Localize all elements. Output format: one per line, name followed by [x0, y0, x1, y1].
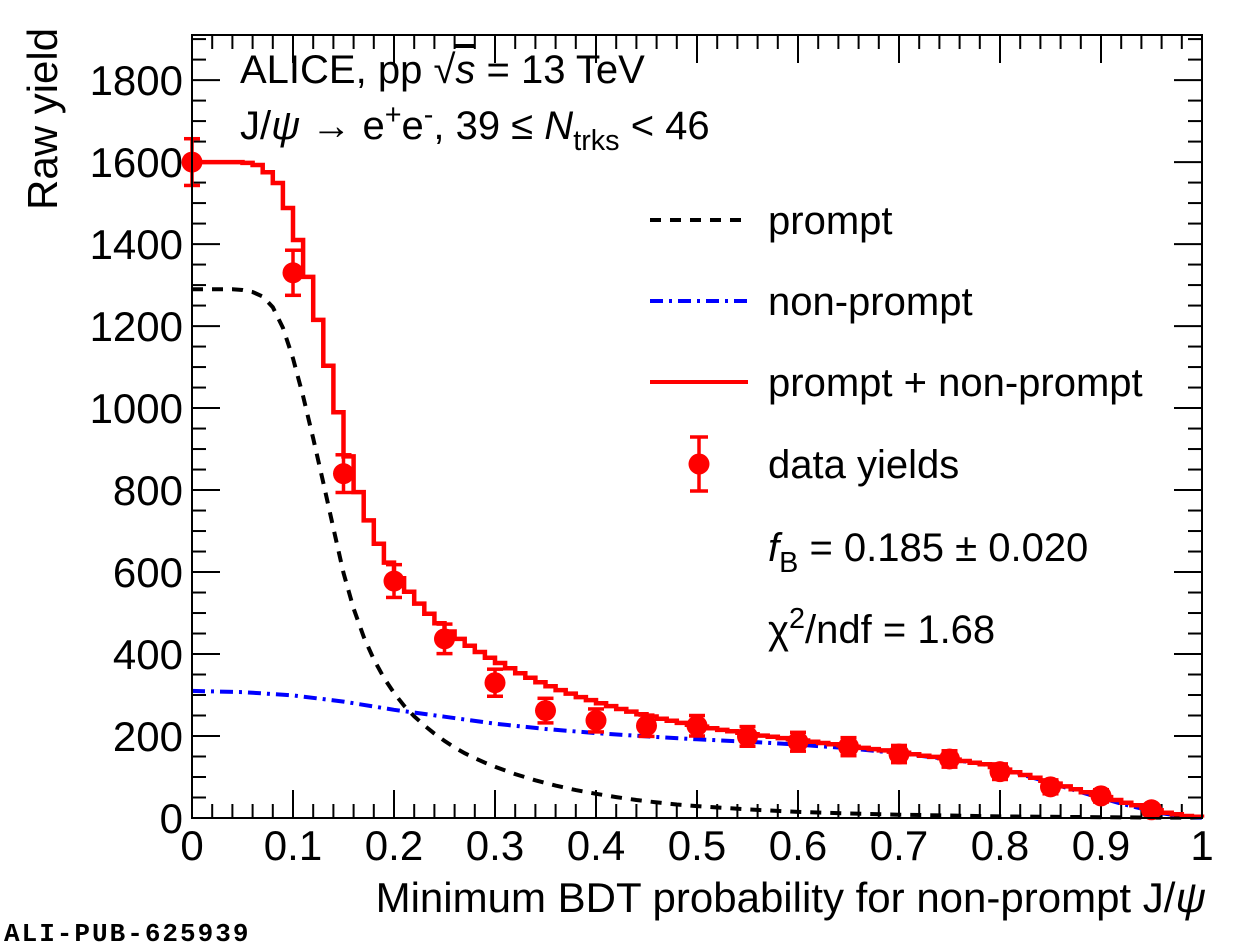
legend-label-chi2: χ2/ndf = 1.68: [768, 603, 995, 652]
legend: prompt non-prompt prompt + non-prompt data …: [650, 199, 1143, 652]
y-tick-label: 1400: [90, 221, 183, 268]
data-point: [484, 672, 506, 694]
rich-text-part: ψ: [271, 104, 300, 148]
legend-label-non-prompt: non-prompt: [768, 280, 973, 324]
legend-label-data: data yields: [768, 443, 959, 487]
data-point: [333, 463, 354, 485]
x-tick-label: 0.6: [769, 822, 827, 869]
watermark: ALI-PUB-625939: [4, 919, 250, 949]
x-tick-label: 0.7: [870, 822, 928, 869]
data-point: [434, 628, 455, 650]
rich-text-part: → e: [300, 104, 384, 148]
data-point: [838, 736, 859, 758]
rich-text-part: = 0.185 ± 0.020: [798, 526, 1088, 570]
x-tick-label: 0: [180, 822, 203, 869]
rich-text-part: -: [424, 99, 434, 131]
y-tick-label: 400: [113, 631, 183, 678]
data-point: [787, 731, 809, 753]
legend-label-total: prompt + non-prompt: [768, 361, 1143, 405]
x-tick-label: 0.5: [668, 822, 726, 869]
data-point: [1090, 785, 1112, 807]
rich-text-part: χ: [768, 608, 789, 652]
y-tick-label: 1600: [90, 139, 183, 186]
rich-text-part: trks: [573, 125, 619, 157]
legend-marker-point: [688, 453, 710, 475]
chart-title: ALICE, pp √s = 13 TeV: [240, 48, 645, 92]
plot-frame: [191, 34, 1203, 819]
data-point: [585, 709, 607, 731]
rich-text-part: ALICE, pp: [240, 48, 433, 92]
rich-text-part: s: [455, 48, 475, 92]
rich-text-part: /ndf = 1.68: [805, 608, 995, 652]
rich-text-part: < 46: [620, 104, 710, 148]
rich-text-part: N: [544, 104, 573, 148]
rich-text-part: Minimum BDT probability for non-prompt J…: [376, 874, 1176, 921]
x-tick-labels: 0 0.1 0.2 0.3 0.4 0.5 0.6 0.7 0.8 0.9 1: [180, 822, 1213, 869]
x-tick-label: 0.9: [1072, 822, 1130, 869]
data-point: [989, 761, 1011, 783]
legend-item-total: prompt + non-prompt: [650, 361, 1143, 405]
rich-text-part: J/: [240, 104, 272, 148]
legend-item-prompt: prompt: [650, 199, 893, 243]
x-tick-label: 0.3: [466, 822, 524, 869]
legend-label-fB: fB = 0.185 ± 0.020: [768, 526, 1088, 579]
rich-text-part: B: [779, 547, 798, 579]
x-tick-label: 0.1: [264, 822, 322, 869]
y-tick-label: 1200: [90, 303, 183, 350]
x-tick-label: 0.4: [567, 822, 625, 869]
y-tick-label: 600: [113, 549, 183, 596]
x-tick-label: 1: [1190, 822, 1213, 869]
rich-text-part: +: [385, 99, 402, 131]
rich-text-part: ψ: [1175, 874, 1206, 921]
y-tick-label: 200: [113, 713, 183, 760]
data-point: [1141, 799, 1162, 821]
data-point-series: [181, 136, 1162, 821]
data-point: [383, 570, 405, 592]
rich-text-part: = 13 TeV: [475, 48, 645, 92]
data-point: [939, 748, 960, 770]
data-point: [888, 743, 910, 765]
rich-text-part: e: [402, 104, 424, 148]
data-point: [686, 715, 708, 737]
data-point: [282, 262, 304, 284]
x-axis-title: Minimum BDT probability for non-prompt J…: [376, 874, 1206, 921]
data-point: [636, 715, 657, 737]
legend-item-data: data yields: [688, 435, 959, 493]
data-point: [737, 725, 758, 747]
rich-text-part: 2: [789, 603, 805, 635]
y-tick-label: 0: [160, 795, 183, 842]
data-point: [1040, 776, 1061, 798]
rich-text-part: √: [433, 48, 455, 92]
chart-subtitle: J/ψ → e+e-, 39 ≤ Ntrks < 46: [240, 99, 710, 157]
x-tick-label: 0.2: [365, 822, 423, 869]
curve-prompt: [192, 287, 1202, 820]
legend-item-fB: fB = 0.185 ± 0.020: [768, 526, 1088, 579]
y-tick-label: 1000: [90, 385, 183, 432]
rich-text-part: , 39 ≤: [433, 104, 544, 148]
y-tick-label: 1800: [90, 57, 183, 104]
y-axis-title: Raw yield: [19, 28, 66, 210]
legend-item-non-prompt: non-prompt: [650, 280, 973, 324]
y-tick-label: 800: [113, 467, 183, 514]
x-tick-label: 0.8: [971, 822, 1029, 869]
legend-label-prompt: prompt: [768, 199, 893, 243]
data-point: [535, 700, 556, 722]
y-tick-labels: 0 200 400 600 800 1000 1200 1400 1600 1800: [90, 57, 183, 842]
legend-item-chi2: χ2/ndf = 1.68: [768, 603, 995, 652]
